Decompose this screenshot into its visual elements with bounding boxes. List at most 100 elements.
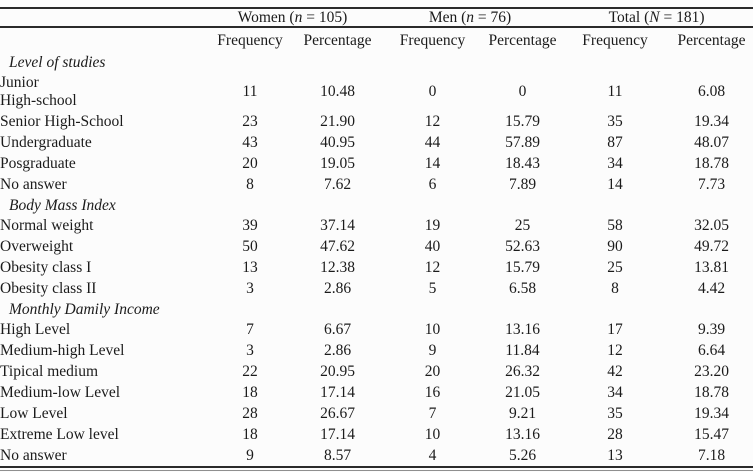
cell-men-percentage: 15.79 <box>505 113 540 131</box>
group-header-men: Men (n = 76) <box>380 8 561 29</box>
cell-total-percentage: 4.42 <box>697 280 726 298</box>
cell-men-percentage: 25 <box>514 217 531 235</box>
col-header-total-frequency: Frequency <box>582 31 648 49</box>
sample-n-symbol: n <box>466 9 475 26</box>
cell-men-percentage: 13.16 <box>505 426 540 444</box>
row-label: High Level <box>0 320 71 338</box>
cell-total-frequency: 34 <box>607 155 623 173</box>
table-row: Obesity class I 13 12.38 12 15.79 25 13.… <box>0 257 753 278</box>
cell-women-frequency: 22 <box>242 363 258 381</box>
row-label: Low Level <box>0 404 68 422</box>
cell-men-percentage: 57.89 <box>505 134 540 152</box>
col-header-women-percentage: Percentage <box>303 31 372 49</box>
cell-women-percentage: 47.62 <box>320 238 355 256</box>
cell-men-percentage: 15.79 <box>505 259 540 277</box>
group-label: = 76) <box>474 9 512 26</box>
col-header-men-percentage: Percentage <box>488 31 557 49</box>
cell-total-percentage: 48.07 <box>694 134 729 152</box>
table-row: Senior High-School 23 21.90 12 15.79 35 … <box>0 111 753 132</box>
cell-women-frequency: 3 <box>246 342 254 360</box>
group-label: Women ( <box>237 9 295 26</box>
cell-total-frequency: 34 <box>607 384 623 402</box>
cell-total-percentage: 19.34 <box>694 405 729 423</box>
cell-women-frequency: 8 <box>246 176 254 194</box>
col-header-total-percentage: Percentage <box>677 31 746 49</box>
row-label: Junior High-school <box>0 74 77 109</box>
row-label: Medium-high Level <box>0 341 125 359</box>
cell-men-percentage: 0 <box>518 83 527 101</box>
cell-total-percentage: 19.34 <box>694 113 729 131</box>
cell-men-percentage: 5.26 <box>508 447 537 465</box>
section-label: Level of studies <box>9 53 106 71</box>
col-header-men-frequency: Frequency <box>399 31 466 49</box>
group-label: Men ( <box>428 9 467 26</box>
cell-men-percentage: 21.05 <box>505 384 540 402</box>
cell-total-frequency: 17 <box>607 321 623 339</box>
cell-women-percentage: 20.95 <box>320 363 355 381</box>
table-row: Medium-low Level 18 17.14 16 21.05 34 18… <box>0 382 753 403</box>
cell-women-frequency: 18 <box>242 426 258 444</box>
cell-total-frequency: 11 <box>607 83 623 101</box>
row-label: Obesity class II <box>0 279 97 297</box>
cell-total-percentage: 6.64 <box>697 342 726 360</box>
cell-women-percentage: 17.14 <box>320 384 355 402</box>
corner-cell <box>0 8 205 29</box>
cell-total-percentage: 18.78 <box>694 155 729 173</box>
cell-men-frequency: 9 <box>428 342 437 360</box>
cell-men-percentage: 9.21 <box>508 405 537 423</box>
cell-women-percentage: 17.14 <box>320 426 355 444</box>
cell-total-percentage: 18.78 <box>694 384 729 402</box>
cell-men-percentage: 6.58 <box>508 280 537 298</box>
row-label: Medium-low Level <box>0 383 121 401</box>
section-label: Monthly Damily Income <box>9 300 160 318</box>
group-header-row: Women (n = 105) Men (n = 76) Total (N = … <box>0 8 753 29</box>
group-header-total: Total (N = 181) <box>560 8 753 29</box>
cell-men-frequency: 12 <box>424 259 441 277</box>
cell-men-frequency: 10 <box>424 321 441 339</box>
cell-total-percentage: 15.47 <box>694 426 729 444</box>
cell-total-frequency: 90 <box>607 238 623 256</box>
row-label: Posgraduate <box>0 154 76 172</box>
group-label: Total ( <box>608 9 650 26</box>
cell-men-percentage: 7.89 <box>508 176 537 194</box>
sample-n-symbol: n <box>294 9 303 26</box>
cell-total-percentage: 49.72 <box>694 238 729 256</box>
col-header-women-frequency: Frequency <box>217 31 283 49</box>
cell-women-frequency: 20 <box>242 155 258 173</box>
row-label: Senior High-School <box>0 112 124 130</box>
cell-women-frequency: 50 <box>242 238 258 256</box>
cell-men-frequency: 14 <box>424 155 441 173</box>
row-label: Extreme Low level <box>0 425 119 443</box>
cell-total-percentage: 6.08 <box>697 83 726 101</box>
cell-total-percentage: 9.39 <box>697 321 726 339</box>
table-row: Extreme Low level 18 17.14 10 13.16 28 1… <box>0 424 753 445</box>
demographics-table: Women (n = 105) Men (n = 76) Total (N = … <box>0 7 753 469</box>
cell-total-percentage: 13.81 <box>694 259 729 277</box>
table-row: Posgraduate 20 19.05 14 18.43 34 18.78 <box>0 153 753 174</box>
cell-total-frequency: 87 <box>607 134 623 152</box>
cell-women-percentage: 10.48 <box>320 83 355 101</box>
cell-men-frequency: 16 <box>424 384 441 402</box>
row-label: Obesity class I <box>0 258 92 276</box>
section-row: Body Mass Index <box>0 195 753 215</box>
cell-women-percentage: 40.95 <box>320 134 355 152</box>
corner-cell <box>0 27 205 52</box>
cell-women-frequency: 18 <box>242 384 258 402</box>
cell-men-frequency: 20 <box>424 363 441 381</box>
table-row: High Level 7 6.67 10 13.16 17 9.39 <box>0 319 753 340</box>
cell-women-frequency: 23 <box>242 113 258 131</box>
row-label: Normal weight <box>0 216 94 234</box>
cell-women-frequency: 43 <box>242 134 258 152</box>
cell-women-frequency: 39 <box>242 217 258 235</box>
cell-men-frequency: 12 <box>424 113 441 131</box>
cell-men-percentage: 13.16 <box>505 321 540 339</box>
cell-total-frequency: 14 <box>607 176 623 194</box>
section-row: Level of studies <box>0 52 753 72</box>
cell-total-frequency: 42 <box>607 363 623 381</box>
cell-men-frequency: 5 <box>428 280 437 298</box>
row-label: No answer <box>0 446 67 464</box>
cell-women-frequency: 11 <box>242 83 258 101</box>
table-row: Overweight 50 47.62 40 52.63 90 49.72 <box>0 236 753 257</box>
cell-women-percentage: 2.86 <box>323 280 352 298</box>
